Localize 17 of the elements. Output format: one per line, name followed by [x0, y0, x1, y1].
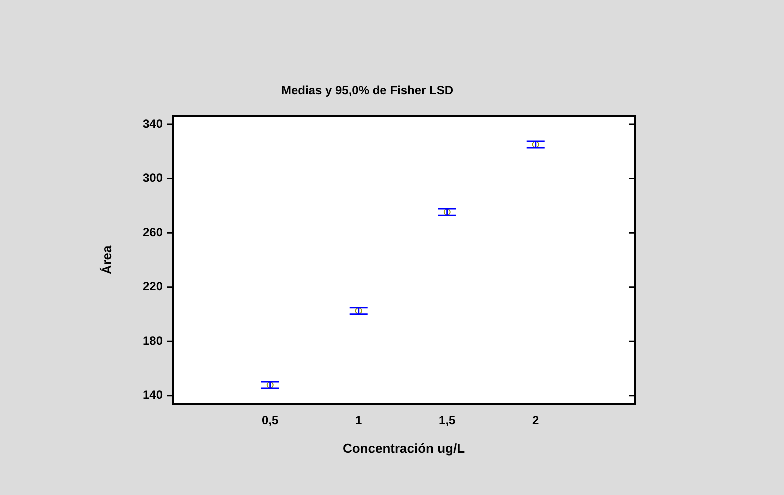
y-tick-label: 140: [142, 388, 164, 402]
point: [444, 208, 451, 216]
y-axis-title: Área: [99, 244, 114, 275]
x-tick-label: 1,5: [439, 414, 456, 428]
point: [355, 308, 362, 315]
point: [266, 382, 274, 389]
point: [532, 141, 540, 148]
x-axis-title: Concentración ug/L: [342, 440, 466, 456]
chart-title: Medias y 95,0% de Fisher LSD: [281, 84, 454, 98]
x-tick-label: 2: [532, 414, 540, 428]
x-tick-label: 0,5: [262, 414, 280, 428]
y-tick-label: 260: [142, 225, 164, 240]
y-tick-label: 180: [142, 334, 164, 348]
y-tick-label: 220: [142, 280, 164, 294]
y-tick-label: 300: [142, 171, 164, 186]
x-tick-label: 1: [356, 414, 363, 428]
y-tick-label: 340: [142, 116, 164, 131]
